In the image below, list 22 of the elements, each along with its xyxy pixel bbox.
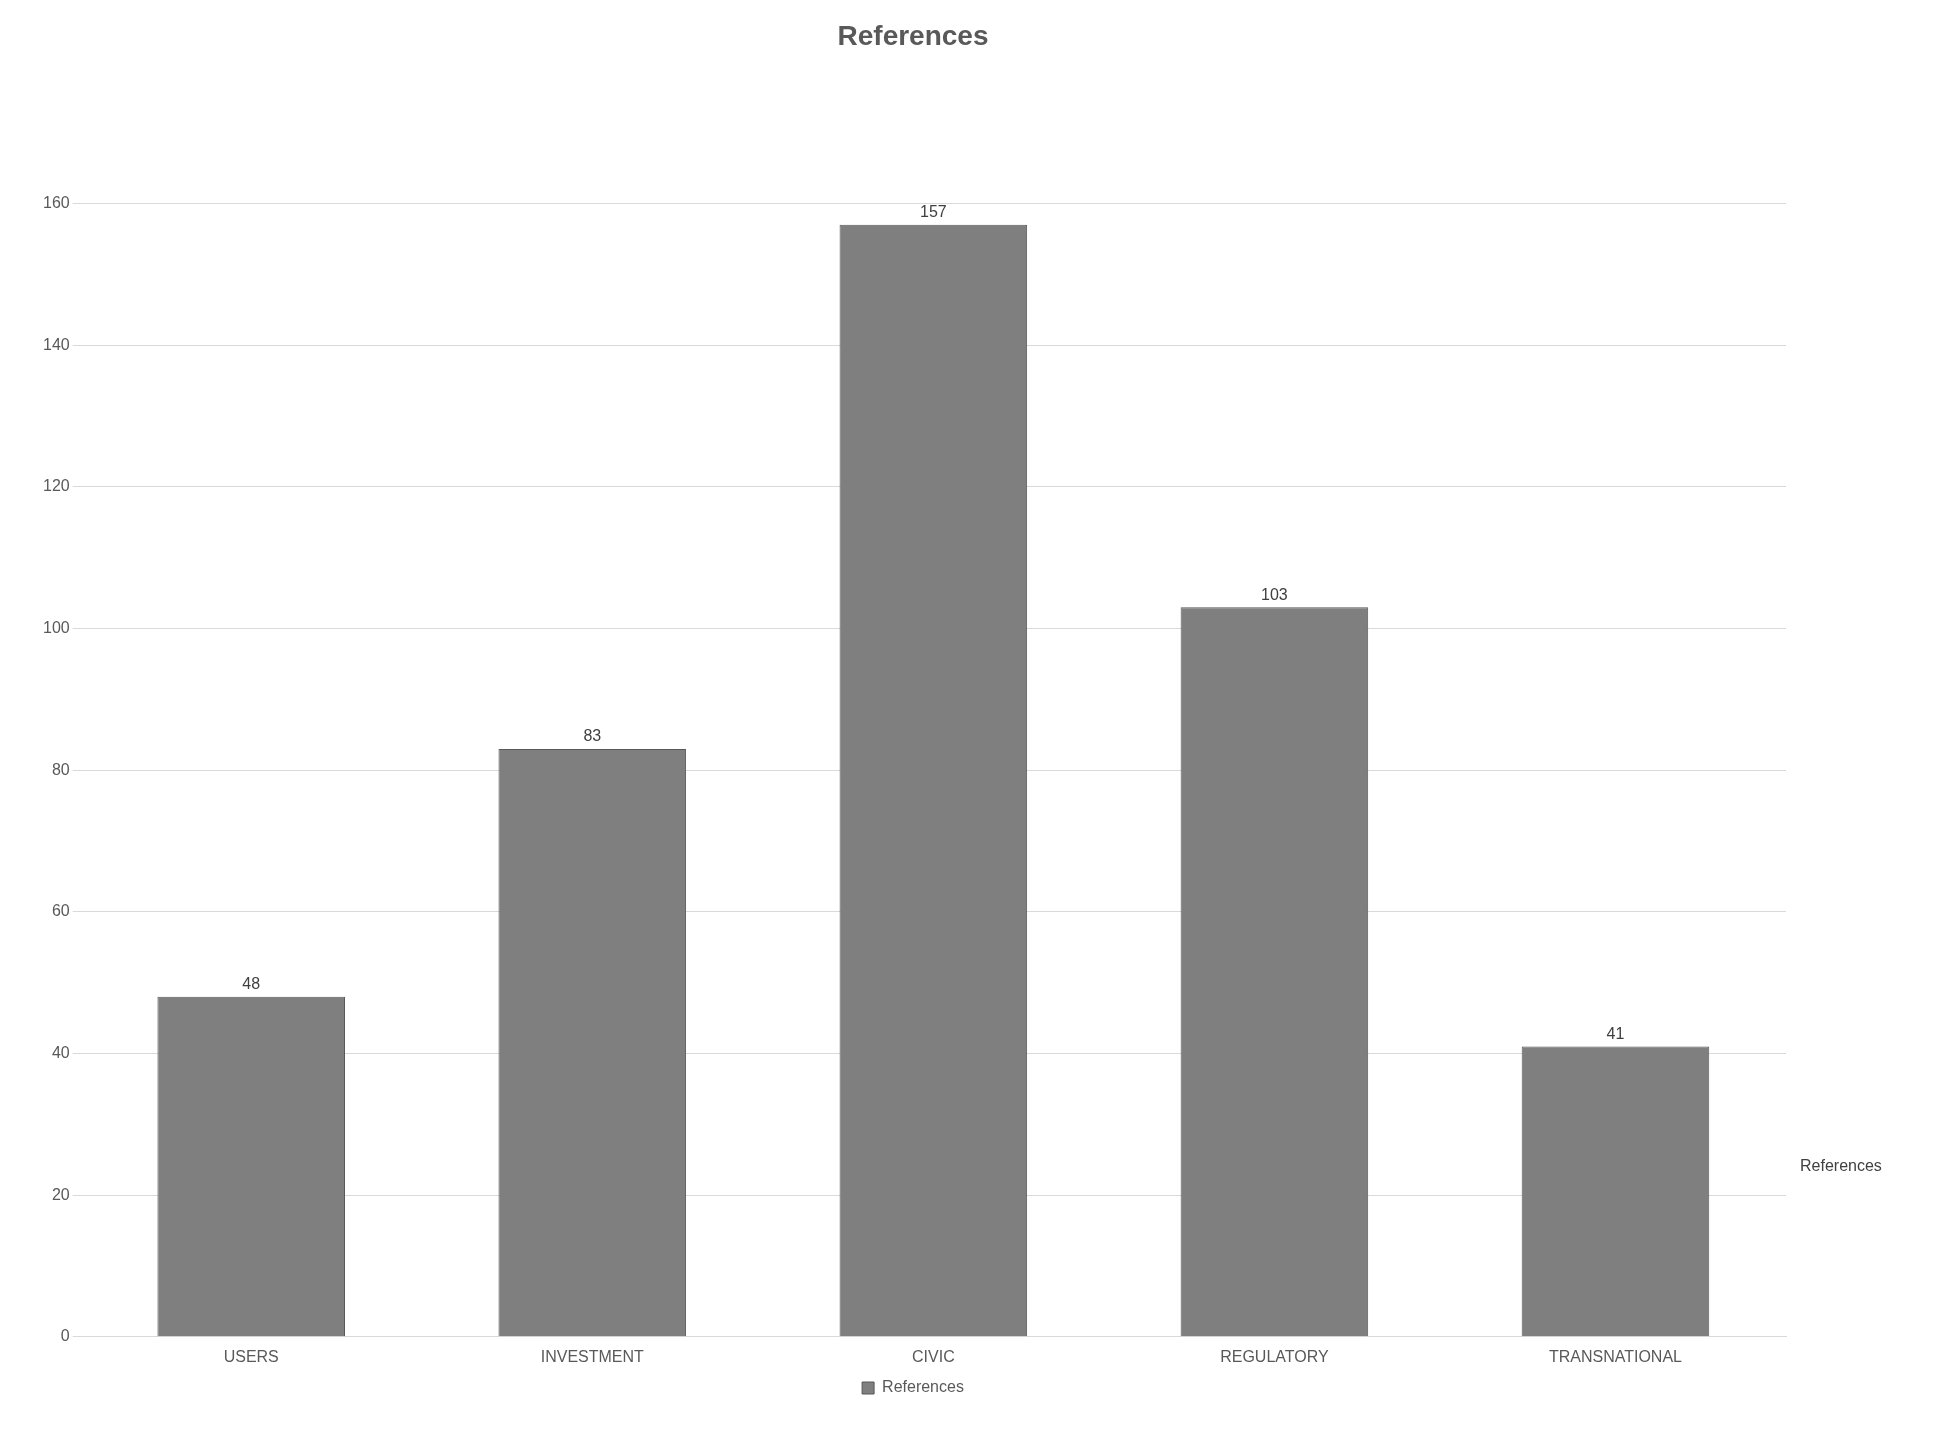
y-tick-label: 60 (51, 902, 70, 920)
legend-label: References (882, 1378, 964, 1396)
data-label: 41 (1606, 1024, 1625, 1042)
text: References (1800, 1157, 1882, 1175)
data-label: 48 (242, 975, 261, 993)
x-tick-label: USERS (223, 1347, 279, 1365)
chart-title: References (837, 19, 989, 51)
y-tick-label: 160 (42, 194, 70, 212)
x-tick-label: REGULATORY (1220, 1347, 1329, 1365)
data-label: 103 (1261, 585, 1288, 603)
y-tick-label: 0 (60, 1327, 70, 1345)
y-tick-label: 80 (51, 760, 70, 778)
data-label: 157 (920, 203, 947, 221)
y-tick-label: 140 (42, 335, 70, 353)
x-tick-label: INVESTMENT (540, 1347, 645, 1365)
y-tick-label: 100 (42, 618, 70, 636)
y-tick-label: 40 (51, 1043, 70, 1061)
x-tick-label: TRANSNATIONAL (1548, 1347, 1683, 1365)
x-tick-label: CIVIC (912, 1347, 955, 1365)
data-label: 83 (583, 727, 602, 745)
y-tick-label: 120 (42, 477, 70, 495)
y-tick-label: 20 (51, 1185, 70, 1203)
